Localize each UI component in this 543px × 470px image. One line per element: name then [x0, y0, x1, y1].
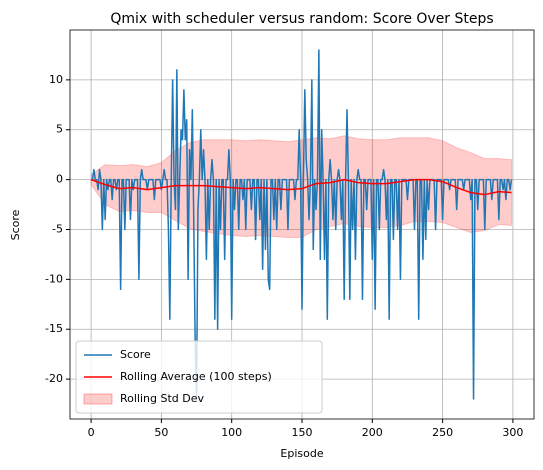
chart-title: Qmix with scheduler versus random: Score…	[110, 11, 493, 27]
plot-frame	[69, 29, 535, 420]
y-tick-label: -15	[45, 322, 63, 335]
y-tick-label: 0	[56, 173, 63, 186]
legend: Score Rolling Average (100 steps) Rolling …	[75, 340, 323, 414]
x-tick-label: 300	[502, 426, 523, 439]
y-axis-label: Score	[9, 209, 22, 240]
legend-label: Score	[120, 348, 151, 361]
x-tick-label: 100	[221, 426, 242, 439]
x-axis-label: Episode	[280, 447, 323, 460]
x-tick-label: 50	[154, 426, 168, 439]
legend-label: Rolling Average (100 steps)	[120, 370, 272, 383]
x-tick-label: 0	[88, 426, 95, 439]
y-tick-label: -20	[45, 372, 63, 385]
legend-label: Rolling Std Dev	[120, 392, 205, 405]
y-tick-label: 5	[56, 123, 63, 136]
x-tick-label: 150	[292, 426, 313, 439]
rolling-average-line	[90, 178, 512, 196]
y-tick-label: -5	[52, 222, 63, 235]
y-tick-label: 10	[49, 73, 63, 86]
legend-box	[75, 340, 323, 414]
x-tick-label: 200	[362, 426, 383, 439]
legend-swatch	[83, 393, 113, 405]
x-tick-label: 250	[432, 426, 453, 439]
y-tick-label: -10	[45, 272, 63, 285]
